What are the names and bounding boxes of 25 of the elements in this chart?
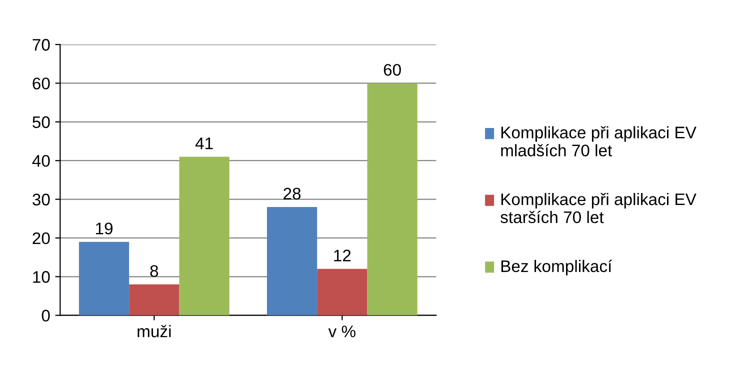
bar (179, 156, 230, 316)
bar (129, 284, 180, 316)
y-tick-label: 70 (32, 38, 50, 51)
y-tick-label: 40 (32, 154, 50, 167)
legend-label: Komplikace při aplikaci EV starších 70 let (500, 192, 696, 224)
data-label: 41 (195, 138, 213, 150)
y-tick-label: 60 (32, 78, 50, 90)
bar (367, 83, 418, 316)
bar (266, 207, 318, 316)
data-label: 28 (284, 188, 301, 200)
data-label: 19 (96, 222, 113, 234)
y-tick-label: 30 (32, 194, 50, 206)
data-label: 60 (384, 64, 401, 76)
y-tick-label: 0 (42, 310, 50, 322)
x-tick-label: v % (328, 326, 356, 338)
y-tick-label: 10 (33, 271, 50, 283)
y-tick-label: 50 (32, 116, 50, 128)
x-tick-label: muži (138, 325, 171, 338)
legend-label: Bez komplikací (501, 260, 612, 276)
bar (317, 268, 368, 316)
data-label: 8 (150, 265, 158, 277)
y-tick-label: 20 (32, 232, 50, 244)
bar (78, 242, 130, 316)
data-label: 12 (334, 250, 351, 262)
legend-label: Komplikace při aplikaci EV mladších 70 let (501, 126, 696, 156)
